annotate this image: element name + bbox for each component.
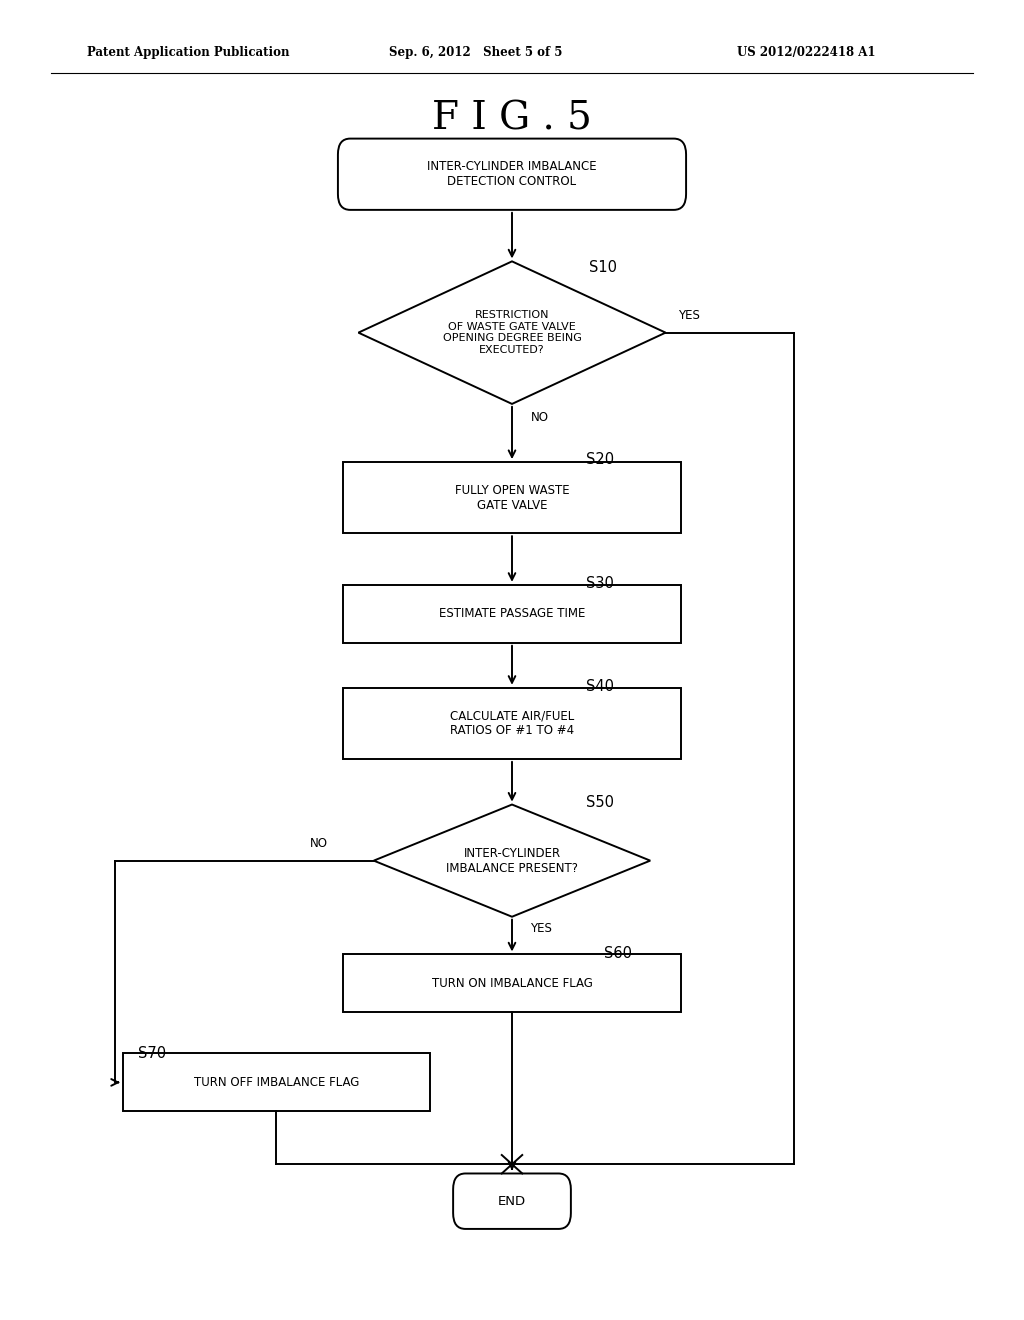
Text: S20: S20	[586, 451, 613, 467]
Bar	[343, 954, 681, 1012]
FancyBboxPatch shape	[453, 1173, 571, 1229]
Text: S10: S10	[589, 260, 616, 276]
Text: S50: S50	[586, 795, 613, 810]
Text: F I G . 5: F I G . 5	[432, 100, 592, 137]
Text: NO: NO	[310, 837, 329, 850]
Text: YES: YES	[530, 921, 552, 935]
Text: NO: NO	[530, 411, 549, 424]
Text: TURN ON IMBALANCE FLAG: TURN ON IMBALANCE FLAG	[431, 977, 593, 990]
Text: TURN OFF IMBALANCE FLAG: TURN OFF IMBALANCE FLAG	[194, 1076, 359, 1089]
Text: Patent Application Publication: Patent Application Publication	[87, 46, 290, 59]
Text: ESTIMATE PASSAGE TIME: ESTIMATE PASSAGE TIME	[439, 607, 585, 620]
Text: S30: S30	[586, 576, 613, 591]
Bar	[343, 462, 681, 533]
Polygon shape	[358, 261, 666, 404]
Text: S60: S60	[604, 945, 632, 961]
Text: END: END	[498, 1195, 526, 1208]
Text: RESTRICTION
OF WASTE GATE VALVE
OPENING DEGREE BEING
EXECUTED?: RESTRICTION OF WASTE GATE VALVE OPENING …	[442, 310, 582, 355]
Bar	[123, 1053, 430, 1111]
Text: S70: S70	[138, 1045, 166, 1061]
Text: INTER-CYLINDER IMBALANCE
DETECTION CONTROL: INTER-CYLINDER IMBALANCE DETECTION CONTR…	[427, 160, 597, 189]
Text: Sep. 6, 2012   Sheet 5 of 5: Sep. 6, 2012 Sheet 5 of 5	[389, 46, 562, 59]
Text: CALCULATE AIR/FUEL
RATIOS OF #1 TO #4: CALCULATE AIR/FUEL RATIOS OF #1 TO #4	[450, 709, 574, 738]
Text: S40: S40	[586, 678, 613, 694]
FancyBboxPatch shape	[338, 139, 686, 210]
Polygon shape	[374, 805, 650, 916]
Bar	[343, 585, 681, 643]
Text: INTER-CYLINDER
IMBALANCE PRESENT?: INTER-CYLINDER IMBALANCE PRESENT?	[446, 846, 578, 875]
Bar	[343, 688, 681, 759]
Text: FULLY OPEN WASTE
GATE VALVE: FULLY OPEN WASTE GATE VALVE	[455, 483, 569, 512]
Text: US 2012/0222418 A1: US 2012/0222418 A1	[737, 46, 876, 59]
Text: YES: YES	[678, 309, 699, 322]
